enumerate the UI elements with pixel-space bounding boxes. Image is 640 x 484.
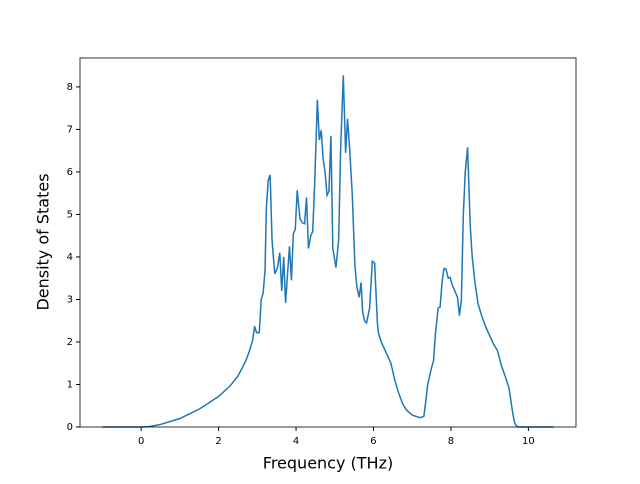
y-tick-label: 6 xyxy=(67,167,73,178)
x-axis-label: Frequency (THz) xyxy=(263,454,393,473)
x-tick-label: 6 xyxy=(370,436,376,447)
plot-frame xyxy=(79,57,577,428)
y-tick-label: 4 xyxy=(67,252,73,263)
x-tick-label: 4 xyxy=(293,436,299,447)
y-tick-label: 7 xyxy=(67,124,73,135)
x-tick-label: 10 xyxy=(522,436,535,447)
x-tick-label: 0 xyxy=(138,436,144,447)
y-tick-label: 0 xyxy=(67,422,73,433)
y-tick-label: 3 xyxy=(67,294,73,305)
y-tick-label: 5 xyxy=(67,209,73,220)
y-tick-label: 2 xyxy=(67,337,73,348)
y-tick-label: 1 xyxy=(67,379,73,390)
y-axis-label: Density of States xyxy=(34,173,53,310)
y-tick-label: 8 xyxy=(67,82,73,93)
data-line xyxy=(102,75,554,428)
x-tick-label: 8 xyxy=(448,436,454,447)
x-tick-label: 2 xyxy=(215,436,221,447)
